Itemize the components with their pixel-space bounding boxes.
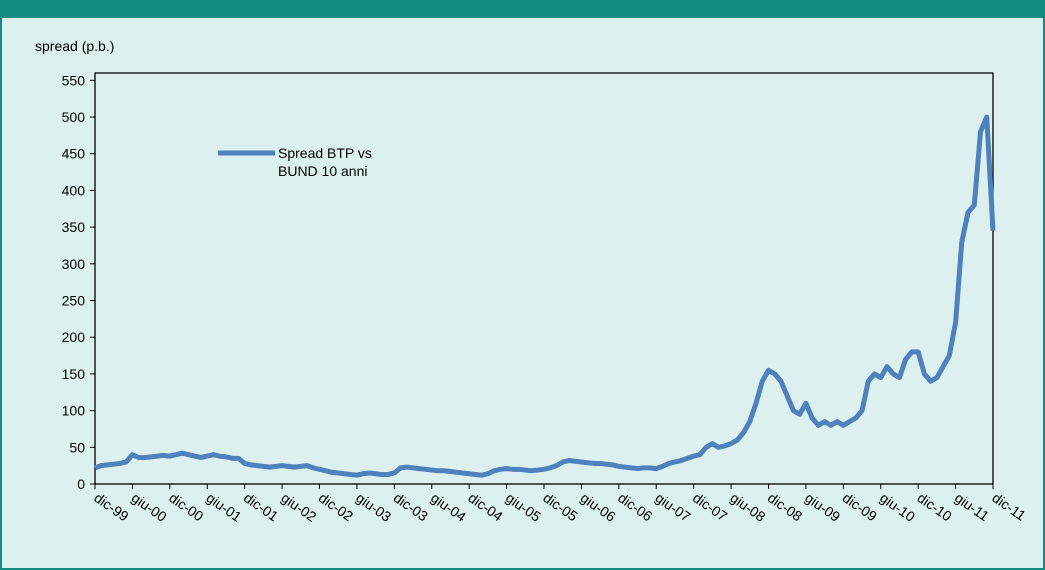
y-tick-label: 500	[62, 109, 86, 125]
y-tick-label: 250	[62, 293, 86, 309]
y-tick-label: 200	[62, 329, 86, 345]
data-line	[94, 114, 996, 478]
y-tick-label: 150	[62, 366, 86, 382]
y-tick-label: 350	[62, 219, 86, 235]
y-tick-label: 100	[62, 403, 86, 419]
y-tick-label: 300	[62, 256, 86, 272]
y-axis-label: spread (p.b.)	[35, 38, 114, 54]
y-tick-label: 550	[62, 72, 86, 88]
y-tick-label: 400	[62, 182, 86, 198]
legend-label: Spread BTP vs BUND 10 anni	[278, 145, 372, 179]
y-tick-label: 450	[62, 146, 86, 162]
y-tick-label: 50	[69, 439, 85, 455]
header-bar	[0, 0, 1045, 18]
y-tick-label: 0	[77, 476, 85, 492]
